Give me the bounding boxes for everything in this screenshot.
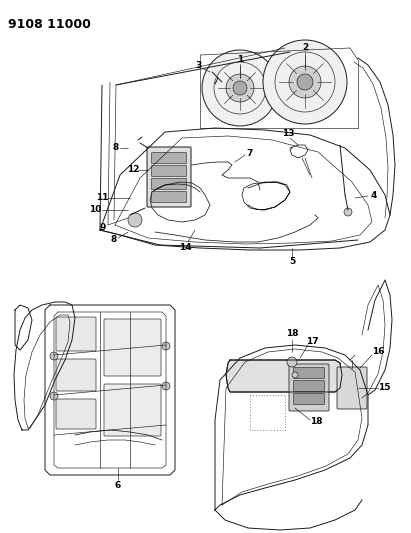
Text: 17: 17 <box>306 336 318 345</box>
Text: 14: 14 <box>179 243 191 252</box>
FancyBboxPatch shape <box>56 317 96 351</box>
Circle shape <box>50 392 58 400</box>
FancyBboxPatch shape <box>152 179 187 190</box>
FancyBboxPatch shape <box>56 359 96 391</box>
Text: 8: 8 <box>111 236 117 245</box>
Text: 6: 6 <box>115 481 121 490</box>
Circle shape <box>233 81 247 95</box>
Text: 2: 2 <box>302 44 308 52</box>
Text: 16: 16 <box>372 346 384 356</box>
Text: 15: 15 <box>378 384 390 392</box>
FancyBboxPatch shape <box>56 399 96 429</box>
FancyBboxPatch shape <box>293 393 325 405</box>
FancyBboxPatch shape <box>293 381 325 392</box>
FancyBboxPatch shape <box>152 166 187 176</box>
Text: 12: 12 <box>127 166 139 174</box>
Text: 7: 7 <box>247 149 253 157</box>
Circle shape <box>202 50 278 126</box>
Circle shape <box>263 40 347 124</box>
Circle shape <box>162 342 170 350</box>
Circle shape <box>292 372 298 378</box>
Text: 9108 11000: 9108 11000 <box>8 18 91 31</box>
FancyBboxPatch shape <box>104 319 161 376</box>
Text: 5: 5 <box>289 257 295 266</box>
Circle shape <box>50 352 58 360</box>
FancyBboxPatch shape <box>147 147 191 207</box>
FancyBboxPatch shape <box>152 152 187 164</box>
Text: 18: 18 <box>286 329 298 338</box>
FancyBboxPatch shape <box>337 367 367 409</box>
Circle shape <box>128 213 142 227</box>
Text: 8: 8 <box>113 143 119 152</box>
FancyBboxPatch shape <box>152 191 187 203</box>
Text: 18: 18 <box>310 417 322 426</box>
Text: 4: 4 <box>371 191 377 200</box>
Text: 10: 10 <box>89 206 101 214</box>
Text: 1: 1 <box>237 55 243 64</box>
Text: 11: 11 <box>96 193 108 203</box>
Circle shape <box>344 208 352 216</box>
Polygon shape <box>226 360 342 392</box>
Text: 13: 13 <box>282 130 294 139</box>
Text: 3: 3 <box>195 61 201 70</box>
FancyBboxPatch shape <box>293 367 325 378</box>
Circle shape <box>289 66 321 98</box>
FancyBboxPatch shape <box>104 384 161 436</box>
Circle shape <box>297 74 313 90</box>
Circle shape <box>287 357 297 367</box>
FancyBboxPatch shape <box>289 364 329 411</box>
Circle shape <box>162 382 170 390</box>
Text: 9: 9 <box>100 222 106 231</box>
Circle shape <box>226 74 254 102</box>
